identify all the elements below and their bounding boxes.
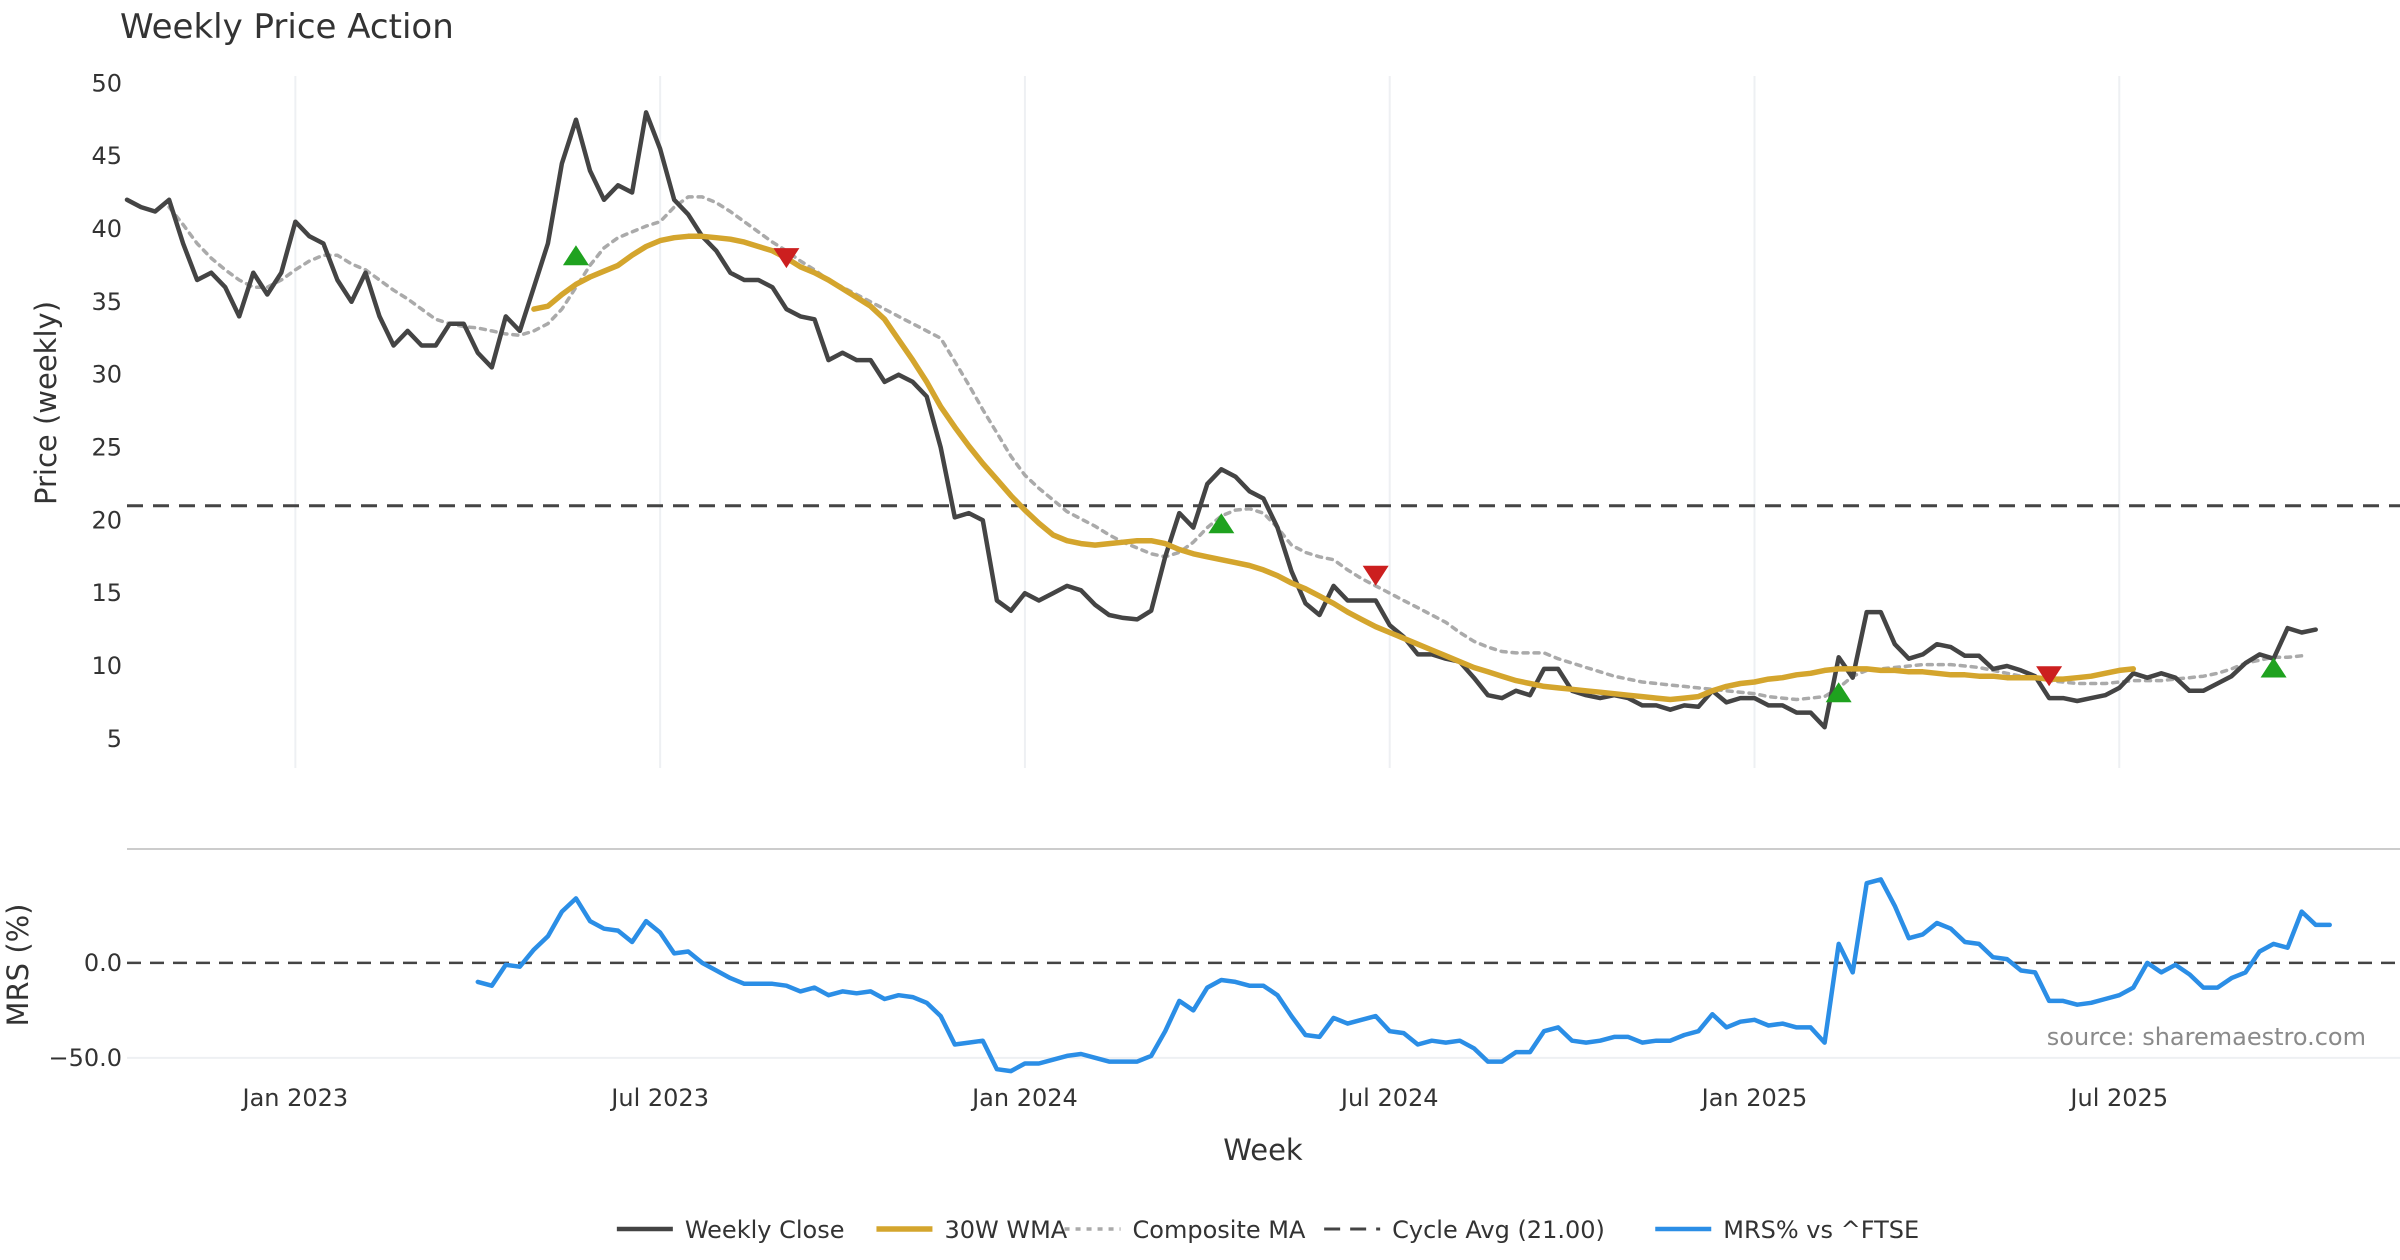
legend-label-weekly-close: Weekly Close — [685, 1216, 845, 1244]
main-grid — [294, 76, 2121, 768]
x-axis-label: Week — [1223, 1133, 1303, 1167]
buy-signal-marker-5 — [1825, 682, 1852, 703]
x-tick-jul-2025: Jul 2025 — [2068, 1084, 2168, 1112]
legend-item-mrs-vs-ftse: MRS% vs ^FTSE — [1655, 1216, 1919, 1244]
y-tick-50: 50 — [91, 69, 122, 97]
x-tick-jan-2023: Jan 2023 — [241, 1084, 349, 1112]
y-tick-15: 15 — [91, 579, 122, 607]
legend-item-weekly-close: Weekly Close — [616, 1216, 845, 1244]
x-tick-jul-2024: Jul 2024 — [1339, 1084, 1439, 1112]
sell-signal-marker-4 — [1362, 565, 1389, 586]
y-tick-10: 10 — [91, 652, 122, 680]
mrs-series — [475, 877, 2332, 1074]
buy-signal-marker-1 — [562, 245, 589, 266]
main-y-ticks: 5 10 15 20 25 30 35 40 45 50 — [91, 69, 122, 753]
y-tick-25: 25 — [91, 433, 122, 461]
y-tick-30: 30 — [91, 361, 122, 389]
source-text: source: sharemaestro.com — [2047, 1023, 2366, 1051]
legend-item-cycle-avg-21-00: Cycle Avg (21.00) — [1324, 1216, 1605, 1244]
main-y-axis-label: Price (weekly) — [29, 301, 63, 505]
x-tick-jan-2025: Jan 2025 — [1700, 1084, 1808, 1112]
series-line-mrs-vs-ftse — [475, 877, 2332, 1074]
signal-markers — [562, 245, 2287, 703]
legend-item-30w-wma: 30W WMA — [876, 1216, 1068, 1244]
main-series — [124, 110, 2318, 730]
y-tick-20: 20 — [91, 506, 122, 534]
legend-item-composite-ma: Composite MA — [1064, 1216, 1306, 1244]
buy-signal-marker-7 — [2260, 657, 2287, 678]
legend-label-cycle-avg-21-00: Cycle Avg (21.00) — [1392, 1216, 1605, 1244]
legend: Weekly Close 30W WMA Composite MA Cycle Avg… — [616, 1216, 1919, 1244]
legend-label-mrs-vs-ftse: MRS% vs ^FTSE — [1723, 1216, 1919, 1244]
legend-label-30w-wma: 30W WMA — [944, 1216, 1067, 1244]
y-tick-40: 40 — [91, 215, 122, 243]
mrs-y-tick-50: −50.0 — [48, 1044, 122, 1072]
mrs-y-tick-0: 0.0 — [84, 949, 122, 977]
buy-signal-marker-3 — [1208, 513, 1235, 534]
series-line-30w-wma — [531, 233, 2137, 703]
mrs-y-axis-label: MRS (%) — [1, 904, 35, 1027]
x-axis-ticks: Jan 2023 Jul 2023 Jan 2024 Jul 2024 Jan 2025… — [241, 1084, 2169, 1112]
sell-signal-marker-2 — [773, 248, 800, 269]
y-tick-35: 35 — [91, 288, 122, 316]
x-tick-jan-2024: Jan 2024 — [970, 1084, 1078, 1112]
legend-label-composite-ma: Composite MA — [1133, 1216, 1306, 1244]
x-tick-jul-2023: Jul 2023 — [609, 1084, 709, 1112]
y-tick-45: 45 — [91, 142, 122, 170]
sell-signal-marker-6 — [2036, 666, 2063, 687]
chart-title: Weekly Price Action — [120, 7, 454, 47]
mrs-y-ticks: 0.0 −50.0 — [48, 949, 122, 1072]
y-tick-5: 5 — [107, 725, 122, 753]
series-line-weekly-close — [124, 110, 2318, 730]
series-line-composite-ma — [167, 195, 2304, 702]
